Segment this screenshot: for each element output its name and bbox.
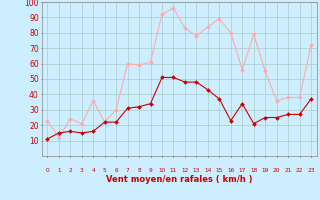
X-axis label: Vent moyen/en rafales ( km/h ): Vent moyen/en rafales ( km/h ) xyxy=(106,175,252,184)
